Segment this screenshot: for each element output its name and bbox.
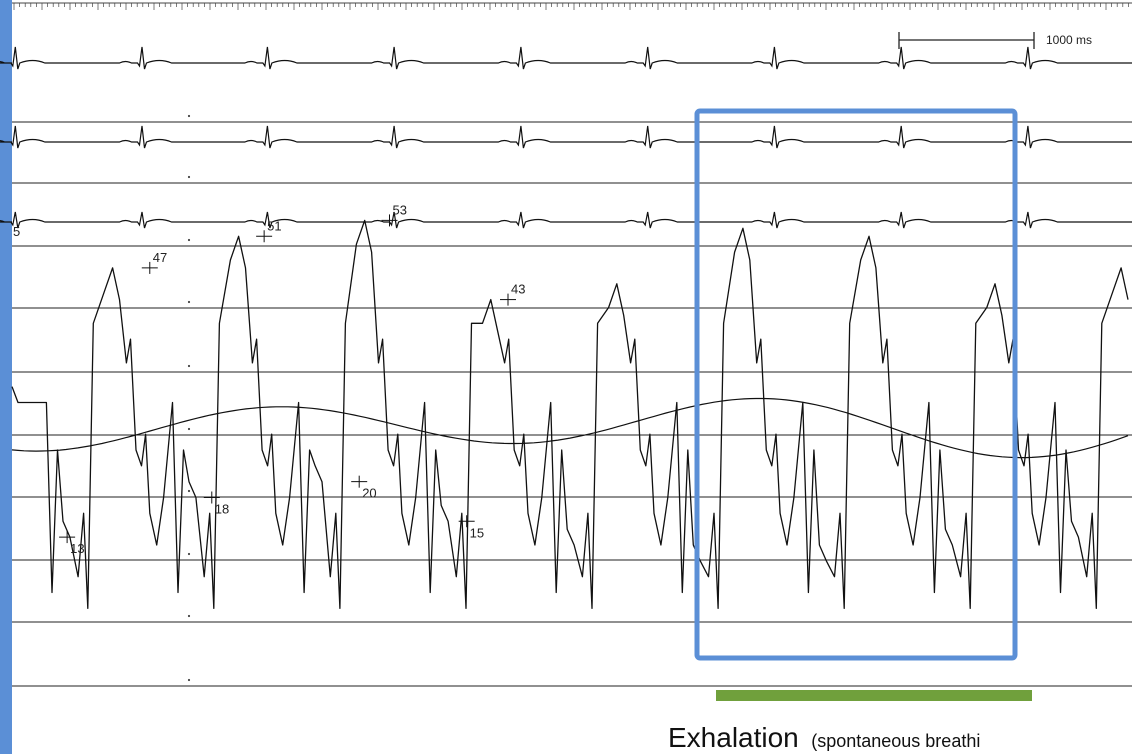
grid-dot: [187, 614, 191, 618]
left-border-strip: [0, 0, 12, 754]
grid-dot: [187, 114, 191, 118]
grid-dot: [187, 552, 191, 556]
diastolic-annotation: 15: [458, 515, 484, 540]
diastolic-annotation-label: 15: [470, 525, 484, 540]
top-time-ruler: [12, 2, 1132, 10]
systolic-annotation-label: 47: [153, 250, 167, 265]
respiration-trace-group: [11, 397, 1129, 459]
edge-pressure-label: 5: [13, 224, 20, 239]
systolic-annotation: 47: [141, 250, 167, 274]
diastolic-annotation-label: 13: [70, 541, 84, 556]
diastolic-annotation: 13: [59, 531, 85, 556]
systolic-annotation: 43: [500, 282, 525, 306]
pressure-trace-group: [11, 219, 1129, 609]
grid-dot: [187, 300, 191, 304]
exhalation-highlight: Exhalation (spontaneous breathi: [668, 108, 1032, 753]
grid-dot: [187, 175, 191, 179]
exhalation-note: (spontaneous breathi: [811, 731, 980, 751]
time-scale-bar: 1000 ms: [898, 32, 1092, 49]
diastolic-annotation: 18: [203, 491, 229, 517]
systolic-annotation-label: 51: [267, 218, 281, 233]
respiration-trace: [11, 397, 1129, 459]
ruler-ticks: [13, 3, 1129, 10]
exhalation-bar: [716, 690, 1032, 701]
grid-dot: [187, 427, 191, 431]
diastolic-annotation-label: 20: [362, 486, 376, 501]
pressure-grid: [12, 114, 1132, 687]
diastolic-annotation: 20: [351, 475, 377, 501]
scale-bar-label: 1000 ms: [1046, 33, 1092, 47]
grid-dot: [187, 238, 191, 242]
systolic-annotation: 53: [381, 202, 407, 227]
diastolic-annotation-label: 18: [215, 502, 229, 517]
ecg-leads: [0, 46, 1132, 229]
grid-dot: [187, 364, 191, 368]
pressure-annotations: 47 51 53 43 13 18 20 15 5: [13, 202, 525, 556]
pressure-waveform: [11, 219, 1129, 609]
exhalation-caption: Exhalation (spontaneous breathi: [668, 722, 980, 753]
systolic-annotation-label: 53: [393, 202, 407, 217]
ecg-lead-2: [0, 125, 1132, 149]
systolic-annotation-label: 43: [511, 282, 525, 297]
ecg-lead-3: [0, 211, 1132, 229]
exhalation-box: [694, 108, 1018, 661]
grid-dot: [187, 678, 191, 682]
grid-dot: [187, 489, 191, 493]
ecg-lead-1: [0, 46, 1132, 70]
systolic-annotation: 51: [256, 218, 282, 243]
exhalation-label: Exhalation: [668, 722, 799, 753]
